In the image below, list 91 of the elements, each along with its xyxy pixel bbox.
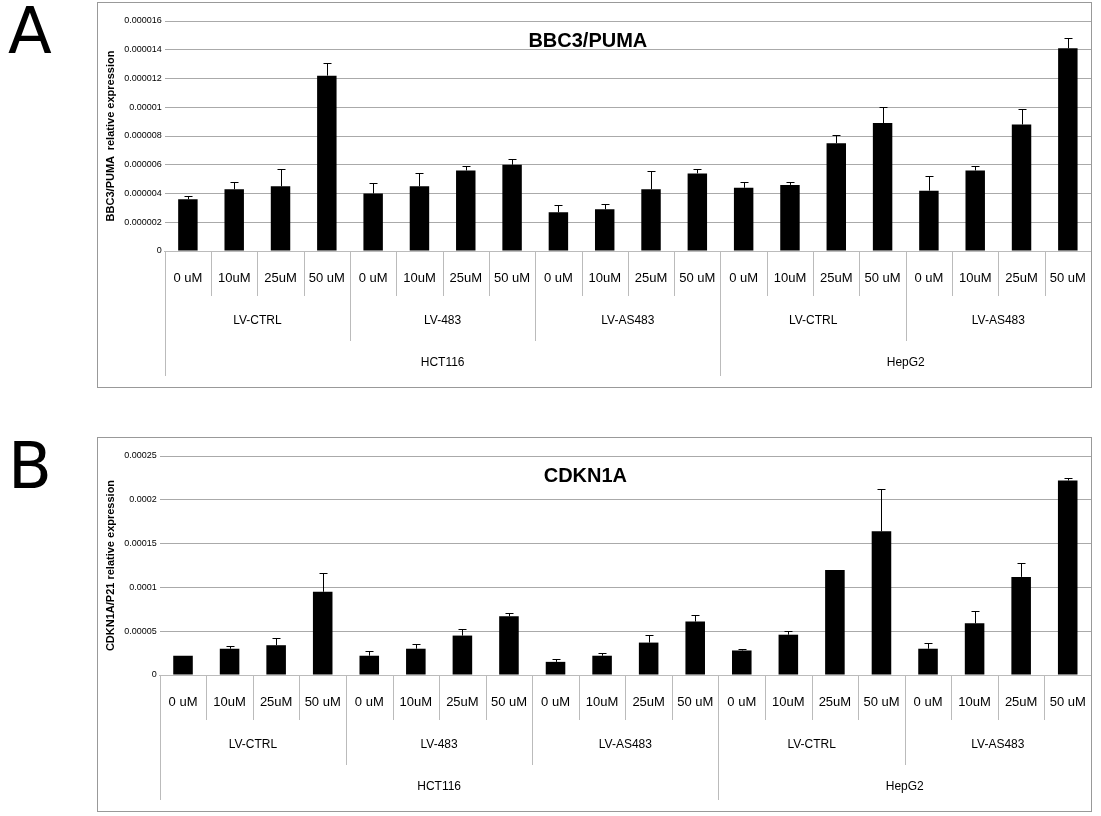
text: HepG2	[886, 355, 926, 370]
chart-title: CDKN1A	[543, 463, 628, 486]
bar	[406, 648, 426, 675]
x-tick-label: 25uM	[259, 693, 293, 709]
x-tick-label: 25uM	[818, 693, 852, 709]
y-tick-label: 0.00015	[124, 538, 157, 549]
y-tick-label: 0	[156, 245, 162, 256]
y-tick-label: 0.000012	[124, 72, 162, 83]
bar	[1057, 480, 1078, 675]
bar	[778, 634, 799, 675]
text: LV-AS483	[598, 737, 653, 752]
x-tick-label: 10uM	[772, 693, 805, 709]
x-tick-label: 50 uM	[304, 693, 341, 709]
text: LV-483	[420, 737, 458, 752]
x-tick-label: 25uM	[446, 693, 479, 709]
x-tick-label: 10uM	[213, 693, 246, 709]
text: HCT116	[417, 779, 462, 794]
x-tick-label: 10uM	[217, 269, 251, 285]
bar	[499, 616, 519, 675]
bar	[219, 648, 240, 675]
text: LV-CTRL	[787, 737, 837, 752]
bar	[178, 199, 198, 251]
bar	[965, 170, 985, 251]
x-tick-label: 50 uM	[677, 693, 714, 709]
x-tick-label: 0 uM	[543, 269, 573, 285]
y-axis-title: CDKN1A/P21 relative expression	[103, 479, 116, 652]
x-tick-label: 10uM	[585, 693, 619, 709]
y-tick-label: 0.000006	[124, 159, 162, 170]
x-tick-label: 0 uM	[729, 269, 759, 285]
x-tick-label: 0 uM	[354, 693, 384, 709]
text: LV-AS483	[971, 737, 1025, 752]
text: A	[8, 0, 52, 68]
bar	[687, 173, 708, 251]
x-tick-label: 50 uM	[494, 269, 531, 285]
y-tick-label: 0.00001	[129, 101, 162, 112]
x-tick-label: 25uM	[264, 269, 297, 285]
x-tick-label: 25uM	[632, 693, 665, 709]
x-tick-label: 0 uM	[913, 693, 943, 709]
x-tick-label: 25uM	[820, 269, 853, 285]
x-tick-label: 0 uM	[358, 269, 388, 285]
x-tick-label: 0 uM	[173, 269, 203, 285]
text: B	[8, 429, 52, 503]
x-tick-label: 50 uM	[1049, 693, 1086, 709]
x-tick-label: 10uM	[399, 693, 433, 709]
bar	[732, 650, 752, 675]
x-tick-label: 25uM	[1005, 269, 1038, 285]
x-tick-label: 50 uM	[863, 693, 900, 709]
x-tick-label: 25uM	[449, 269, 483, 285]
x-tick-label: 0 uM	[168, 693, 198, 709]
y-tick-label: 0.000002	[124, 216, 162, 227]
y-tick-label: 0.0001	[129, 581, 157, 592]
bar	[545, 661, 566, 675]
y-tick-label: 0.000008	[124, 130, 162, 141]
y-tick-label: 0	[151, 669, 157, 680]
bar	[780, 184, 800, 251]
bar	[456, 170, 476, 251]
x-tick-label: 25uM	[1004, 693, 1038, 709]
y-tick-label: 0.00005	[124, 625, 157, 636]
y-tick-label: 0.0002	[129, 494, 157, 505]
x-tick-label: 10uM	[588, 269, 621, 285]
bar	[173, 655, 193, 675]
text: LV-483	[424, 313, 462, 328]
x-tick-label: 10uM	[403, 269, 436, 285]
x-tick-label: 50 uM	[864, 269, 901, 285]
x-tick-label: 50 uM	[1049, 269, 1086, 285]
text: LV-AS483	[971, 313, 1026, 328]
text: LV-CTRL	[228, 737, 278, 752]
bar	[592, 655, 612, 675]
x-tick-label: 10uM	[958, 269, 992, 285]
x-tick-label: 50 uM	[490, 693, 528, 709]
text: LV-CTRL	[233, 313, 282, 328]
chart-title: BBC3/PUMA	[528, 28, 648, 51]
x-tick-label: 10uM	[958, 693, 991, 709]
x-tick-label: 0 uM	[541, 693, 570, 709]
bar	[359, 655, 380, 675]
y-tick-label: 0.000004	[124, 187, 162, 198]
text: HepG2	[885, 779, 925, 794]
text: LV-AS483	[601, 313, 655, 328]
x-tick-label: 10uM	[773, 269, 807, 285]
x-tick-label: 25uM	[634, 269, 668, 285]
text: LV-CTRL	[788, 313, 838, 328]
x-tick-label: 0 uM	[914, 269, 944, 285]
y-tick-label: 0.000014	[124, 44, 162, 55]
x-tick-label: 50 uM	[679, 269, 716, 285]
y-tick-label: 0.000016	[124, 15, 162, 26]
x-tick-label: 0 uM	[727, 693, 757, 709]
y-axis-title: BBC3/PUMA relative expression	[103, 50, 116, 222]
bar	[825, 569, 845, 675]
x-tick-label: 50 uM	[308, 269, 345, 285]
text: HCT116	[420, 355, 465, 370]
y-tick-label: 0.00025	[124, 450, 157, 461]
